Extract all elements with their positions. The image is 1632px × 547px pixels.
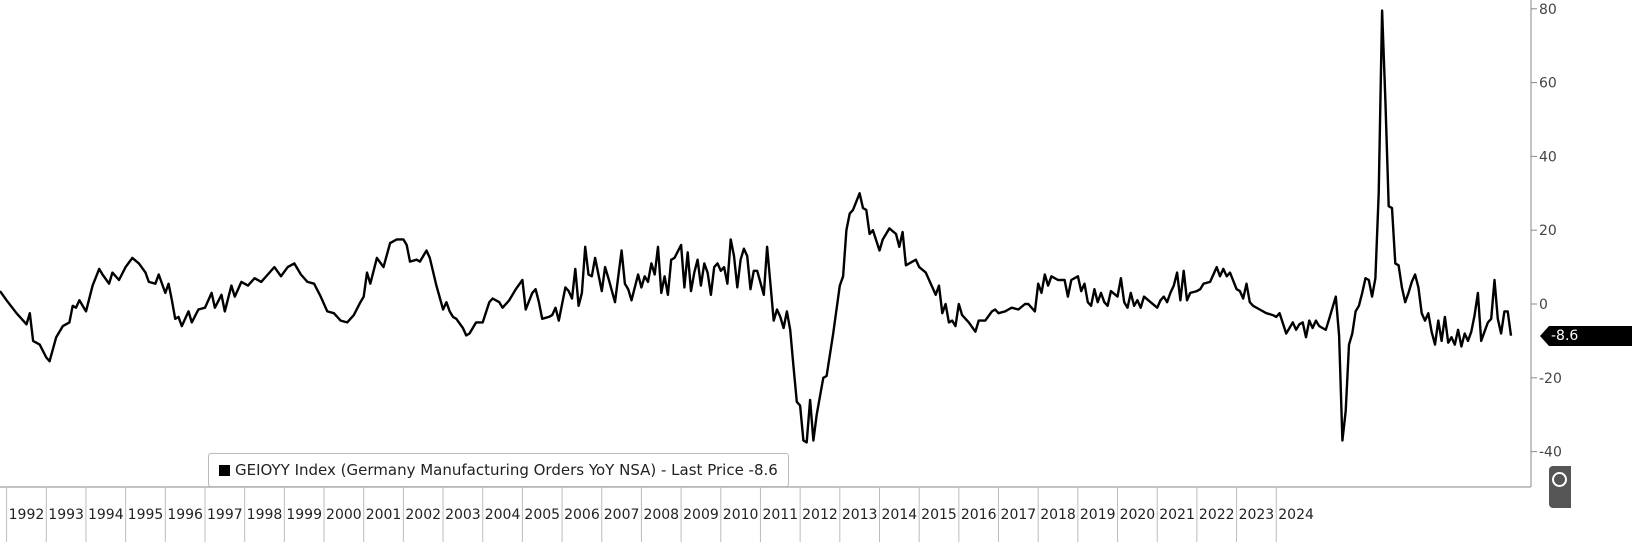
x-tick-label: 2015 bbox=[921, 507, 957, 523]
x-tick-label: 2024 bbox=[1278, 507, 1314, 523]
x-tick-label: 1994 bbox=[88, 507, 124, 523]
x-tick-label: 2016 bbox=[961, 507, 997, 523]
x-tick-label: 2003 bbox=[445, 507, 481, 523]
y-tick-label: -20 bbox=[1539, 371, 1562, 387]
x-tick-label: 2012 bbox=[802, 507, 838, 523]
x-tick-label: 2005 bbox=[524, 507, 560, 523]
x-tick-label: 2004 bbox=[485, 507, 521, 523]
series-line-group bbox=[0, 9, 1513, 444]
x-tick-label: 1995 bbox=[128, 507, 164, 523]
x-tick-label: 1999 bbox=[286, 507, 322, 523]
x-tick-label: 1998 bbox=[247, 507, 283, 523]
x-axis: 1992 1993 1994 1995 1996 1997 1998 1999 2000 2001… bbox=[0, 486, 1531, 542]
x-tick-label: 2017 bbox=[1001, 507, 1037, 523]
x-tick-label: 2009 bbox=[683, 507, 719, 523]
comment-icon bbox=[1552, 472, 1567, 487]
x-tick-label: 2001 bbox=[366, 507, 402, 523]
last-price-value: -8.6 bbox=[1551, 327, 1579, 344]
x-tick-label: 1997 bbox=[207, 507, 243, 523]
x-tick-label: 2007 bbox=[604, 507, 640, 523]
legend-text: GEIOYY Index (Germany Manufacturing Orde… bbox=[235, 461, 778, 479]
x-tick-label: 2013 bbox=[842, 507, 878, 523]
last-price-tag: -8.6 bbox=[1540, 325, 1632, 346]
x-tick-label: 2022 bbox=[1199, 507, 1235, 523]
x-tick-label: 2006 bbox=[564, 507, 600, 523]
x-tick-label: 2020 bbox=[1120, 507, 1156, 523]
side-panel-toggle-button[interactable] bbox=[1549, 466, 1571, 508]
x-tick-label: 1996 bbox=[167, 507, 203, 523]
x-tick-label: 2014 bbox=[882, 507, 918, 523]
x-tick-label: 1993 bbox=[48, 507, 84, 523]
y-tick-label: 40 bbox=[1539, 149, 1557, 165]
x-tick-label: 2019 bbox=[1080, 507, 1116, 523]
y-tick-label: 80 bbox=[1539, 2, 1557, 18]
x-tick-label: 2002 bbox=[405, 507, 441, 523]
x-tick-label: 2021 bbox=[1159, 507, 1195, 523]
legend-swatch bbox=[219, 464, 230, 476]
x-tick-label: 1992 bbox=[9, 507, 45, 523]
y-axis: 80 60 40 20 0 -20 -40 bbox=[1530, 0, 1562, 487]
series-line-0 bbox=[0, 9, 1513, 444]
y-tick-label: 60 bbox=[1539, 76, 1557, 92]
x-tick-label: 2018 bbox=[1040, 507, 1076, 523]
x-tick-label: 2023 bbox=[1239, 507, 1275, 523]
x-tick-label: 2010 bbox=[723, 507, 759, 523]
y-tick-label: -40 bbox=[1539, 445, 1562, 461]
x-tick-label: 2008 bbox=[643, 507, 679, 523]
x-tick-label: 2011 bbox=[762, 507, 798, 523]
x-tick-label: 2000 bbox=[326, 507, 362, 523]
legend: GEIOYY Index (Germany Manufacturing Orde… bbox=[208, 453, 789, 487]
y-tick-label: 0 bbox=[1539, 297, 1548, 313]
y-tick-label: 20 bbox=[1539, 223, 1557, 239]
last-price-tag-shape bbox=[1540, 325, 1632, 346]
